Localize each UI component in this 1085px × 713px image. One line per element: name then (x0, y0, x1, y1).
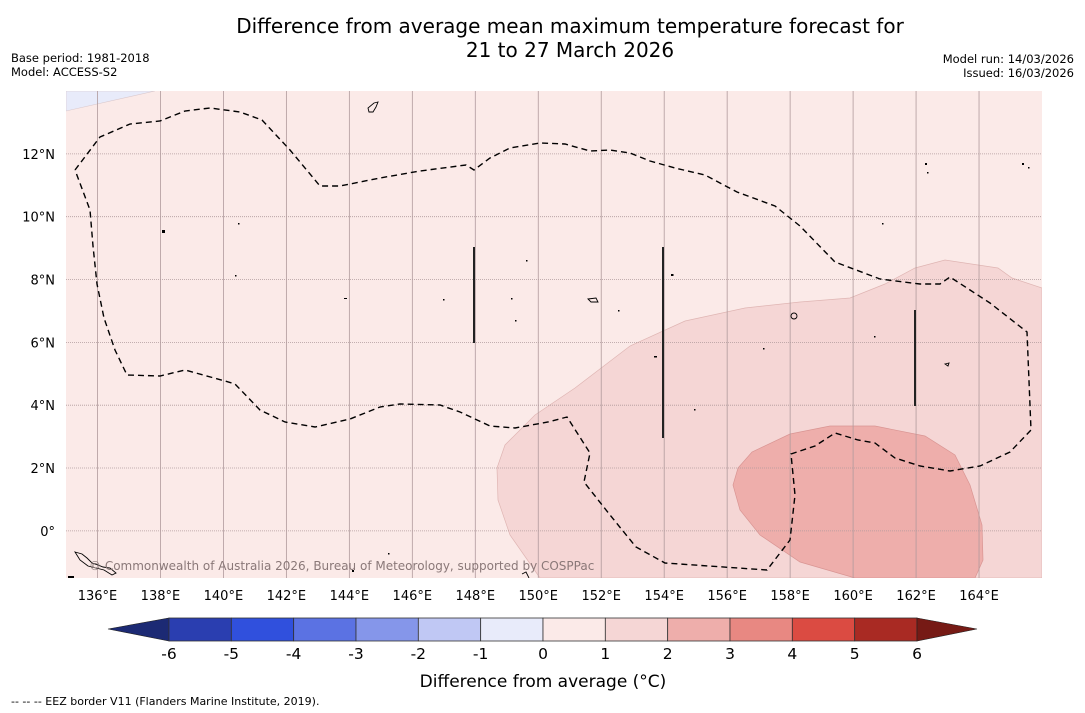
colorbar-tick-label: -3 (348, 645, 363, 663)
colorbar-bin (480, 617, 544, 642)
colorbar-tick-label: 0 (538, 645, 548, 663)
colorbar-bin (293, 617, 357, 642)
longitude-label: 156°E (707, 589, 747, 604)
colorbar-bin (604, 617, 669, 642)
longitude-label: 142°E (267, 589, 307, 604)
latitude-tick-labels: 12°N 10°N 8°N 6°N 4°N 2°N 0° (22, 148, 55, 540)
eez-footnote: -- -- -- EEZ border V11 (Flanders Marine… (11, 695, 320, 708)
guam-island (367, 101, 379, 113)
colorbar-tick-label: -1 (473, 645, 488, 663)
issued-date: Issued: 16/03/2026 (963, 66, 1074, 80)
colorbar-tick-label: 4 (787, 645, 797, 663)
colorbar: -6 -5 -4 -3 -2 -1 0 1 2 3 4 5 6 Difference from aver… (107, 617, 978, 692)
colorbar-bin (168, 617, 232, 642)
graticule (66, 91, 1042, 578)
island-162e (943, 362, 950, 367)
colorbar-extend-high (916, 617, 978, 642)
kosrae-island (790, 312, 798, 320)
anomaly-minus1-to-0-region (66, 91, 156, 112)
longitude-label: 158°E (770, 589, 810, 604)
colorbar-bin (729, 617, 793, 642)
longitude-label: 136°E (78, 589, 118, 604)
colorbar-tick-label: -2 (411, 645, 426, 663)
colorbar-title: Difference from average (°C) (420, 672, 667, 692)
longitude-label: 138°E (141, 589, 181, 604)
colorbar-bin (355, 617, 419, 642)
meta-left: Base period: 1981-2018 Model: ACCESS-S2 (11, 51, 150, 79)
colorbar-bin (791, 617, 856, 642)
base-period: Base period: 1981-2018 (11, 51, 150, 65)
map-plot-area: © Commonwealth of Australia 2026, Bureau… (66, 91, 1042, 578)
colorbar-bin (542, 617, 606, 642)
colorbar-tick-labels: -6 -5 -4 -3 -2 -1 0 1 2 3 4 5 6 (161, 645, 922, 663)
colorbar-tick-label: 3 (725, 645, 735, 663)
latitude-label: 8°N (31, 274, 56, 289)
anomaly-2-to-3-region (732, 425, 984, 578)
island-bougainville (521, 571, 530, 578)
longitude-label: 154°E (644, 589, 684, 604)
colorbar-bins (168, 617, 918, 642)
latitude-label: 12°N (22, 148, 55, 163)
eez-borders (74, 107, 1032, 571)
longitude-label: 164°E (959, 589, 999, 604)
model-run-date: Model run: 14/03/2026 (942, 52, 1074, 66)
model-name: Model: ACCESS-S2 (11, 65, 118, 79)
longitude-label: 160°E (833, 589, 873, 604)
longitude-label: 152°E (581, 589, 621, 604)
colorbar-tick-label: -4 (286, 645, 301, 663)
longitude-label: 162°E (896, 589, 936, 604)
colorbar-bin (417, 617, 482, 642)
latitude-label: 6°N (31, 336, 56, 351)
meta-right: Model run: 14/03/2026 Issued: 16/03/2026 (943, 52, 1074, 80)
colorbar-tick-label: -5 (224, 645, 239, 663)
colorbar-tick-label: 5 (850, 645, 860, 663)
colorbar-bin (667, 617, 731, 642)
latitude-label: 0° (40, 525, 55, 540)
colorbar-bin (230, 617, 295, 642)
longitude-label: 150°E (518, 589, 558, 604)
colorbar-tick-label: 1 (600, 645, 610, 663)
longitude-label: 146°E (393, 589, 433, 604)
colorbar-tick-label: -6 (161, 645, 176, 663)
title-line-1: Difference from average mean maximum tem… (236, 14, 904, 38)
copyright-notice: © Commonwealth of Australia 2026, Bureau… (89, 559, 594, 573)
small-islands (68, 163, 1030, 578)
chart-title: Difference from average mean maximum tem… (0, 14, 1085, 62)
new-guinea-coast (73, 551, 117, 576)
longitude-label: 148°E (456, 589, 496, 604)
latitude-label: 4°N (31, 399, 56, 414)
colorbar-tick-label: 2 (663, 645, 673, 663)
longitude-label: 140°E (204, 589, 244, 604)
latitude-label: 2°N (31, 462, 56, 477)
longitude-label: 144°E (330, 589, 370, 604)
title-line-2: 21 to 27 March 2026 (465, 38, 675, 62)
land-outlines (73, 101, 950, 578)
longitude-tick-labels: 136°E 138°E 140°E 142°E 144°E 146°E 148°E 150°E… (78, 589, 999, 604)
eez-border-palau-fsm (74, 107, 1032, 571)
latitude-label: 10°N (22, 211, 55, 226)
colorbar-extend-low (107, 617, 170, 642)
boundary-ticks (473, 247, 916, 438)
colorbar-bin (854, 617, 918, 642)
colorbar-tick-label: 6 (912, 645, 922, 663)
pohnpei-island (587, 297, 599, 303)
